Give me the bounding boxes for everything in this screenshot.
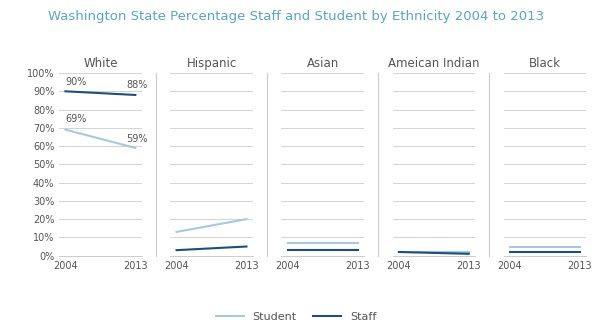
Text: 69%: 69%: [66, 114, 87, 124]
Title: White: White: [83, 57, 118, 70]
Text: 88%: 88%: [126, 80, 147, 90]
Title: Hispanic: Hispanic: [186, 57, 237, 70]
Title: Black: Black: [529, 57, 561, 70]
Title: Ameican Indian: Ameican Indian: [388, 57, 480, 70]
Text: 59%: 59%: [126, 134, 147, 144]
Text: 90%: 90%: [66, 77, 87, 87]
Text: Washington State Percentage Staff and Student by Ethnicity 2004 to 2013: Washington State Percentage Staff and St…: [48, 10, 544, 23]
Legend: Student, Staff: Student, Staff: [211, 307, 381, 326]
Title: Asian: Asian: [307, 57, 339, 70]
